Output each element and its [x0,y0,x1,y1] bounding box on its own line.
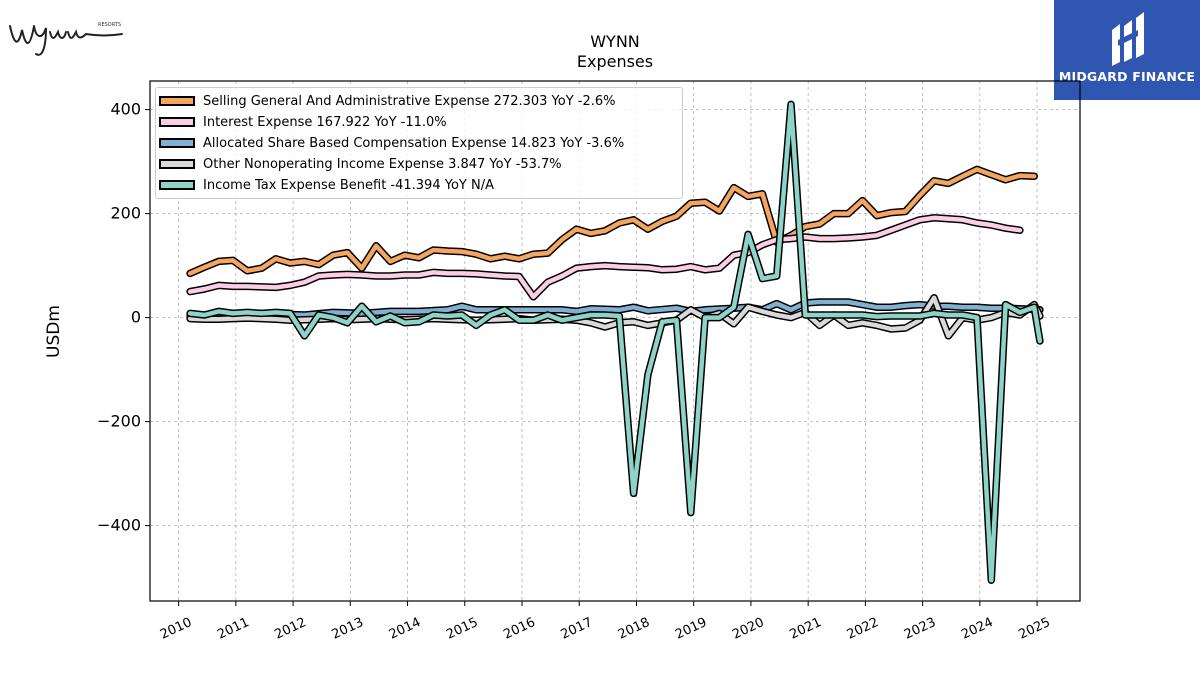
x-tick-label: 2023 [902,615,938,643]
x-tick-label: 2016 [501,615,537,643]
legend: Selling General And Administrative Expen… [155,87,683,199]
legend-item-nonoperating: Other Nonoperating Income Expense 3.847 … [159,155,562,173]
midgard-logo-text: MIDGARD FINANCE [1058,69,1196,84]
midgard-finance-logo: MIDGARD FINANCE [1054,0,1200,100]
x-tick-label: 2014 [387,615,423,643]
x-tick-label: 2019 [673,615,709,643]
wynn-logo-graphic: RESORTS [9,22,123,56]
y-tick-label: 200 [110,204,141,223]
x-tick-label: 2025 [1016,615,1052,643]
legend-label-nonoperating: Other Nonoperating Income Expense 3.847 … [203,156,562,172]
x-tick-label: 2012 [272,615,308,643]
legend-swatch-sbc [159,138,195,148]
x-tick-label: 2020 [730,615,766,643]
legend-label-income-tax: Income Tax Expense Benefit -41.394 YoY N… [203,177,494,193]
y-tick-label: 400 [110,100,141,119]
series-line-4 [187,102,1043,583]
x-tick-label: 2018 [616,615,652,643]
legend-item-interest: Interest Expense 167.922 YoY -11.0% [159,113,447,131]
x-tick-label: 2017 [559,615,595,643]
x-tick-label: 2022 [845,615,881,643]
legend-item-income-tax: Income Tax Expense Benefit -41.394 YoY N… [159,176,494,194]
legend-swatch-sga [159,96,195,106]
x-tick-label: 2024 [959,615,995,643]
legend-label-sga: Selling General And Administrative Expen… [203,93,616,109]
x-tick-label: 2021 [788,615,824,643]
plot-frame [149,80,1081,602]
x-tick-label: 2015 [444,615,480,643]
legend-label-interest: Interest Expense 167.922 YoY -11.0% [203,114,447,130]
series-line-1 [187,215,1023,300]
x-tick-label: 2010 [158,615,194,643]
chart-title: WYNN [590,32,640,51]
x-tick-label: 2011 [215,615,251,643]
legend-swatch-interest [159,117,195,127]
y-tick-label: 0 [131,308,141,327]
legend-label-sbc: Allocated Share Based Compensation Expen… [203,135,625,151]
legend-swatch-income-tax [159,180,195,190]
y-tick-label: −400 [97,516,141,535]
chart-subtitle: Expenses [576,52,654,71]
legend-swatch-nonoperating [159,159,195,169]
midgard-logo-mark [1112,12,1144,66]
series-line-0 [187,167,1037,276]
legend-item-sbc: Allocated Share Based Compensation Expen… [159,134,624,152]
y-tick-label: −200 [97,412,141,431]
x-tick-label: 2013 [330,615,366,643]
wynn-logo-sub: RESORTS [98,22,121,28]
legend-item-sga: Selling General And Administrative Expen… [159,92,616,110]
wynn-logo: RESORTS [6,4,126,60]
